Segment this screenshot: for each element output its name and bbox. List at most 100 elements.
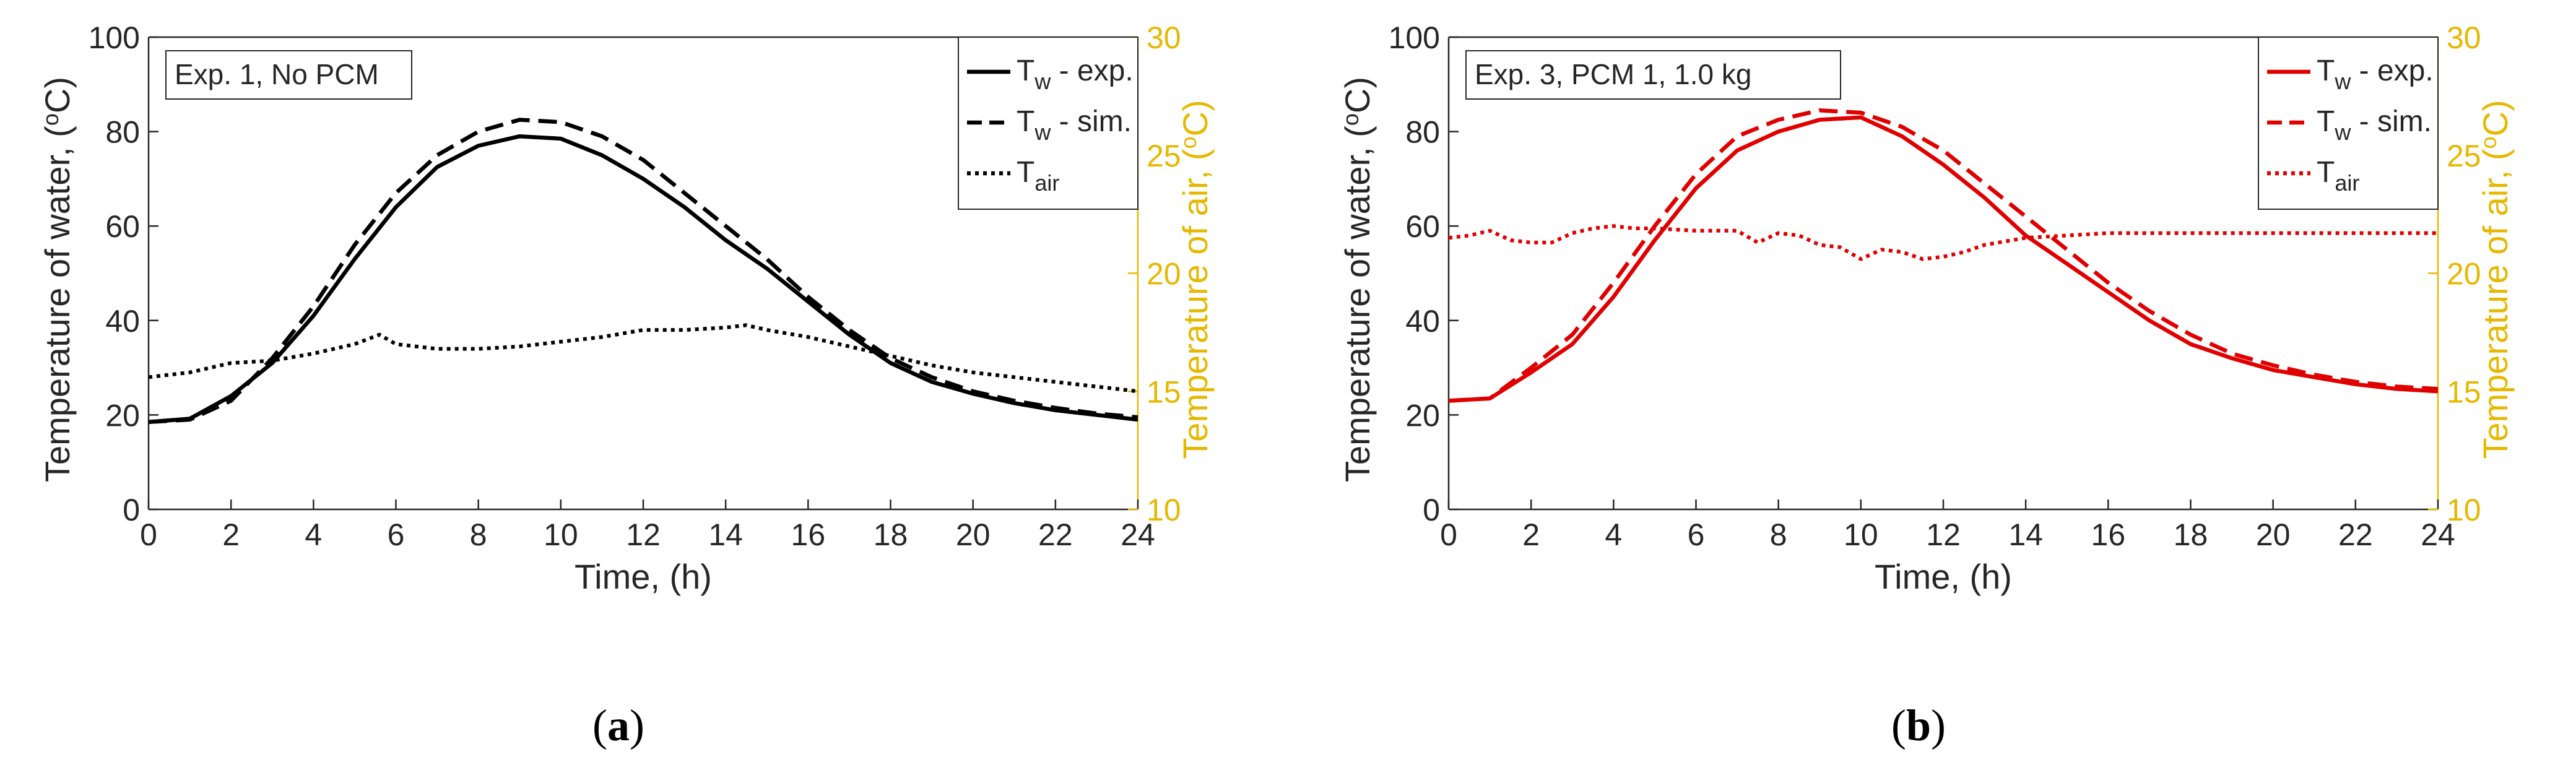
x-tick-label: 24 xyxy=(2421,517,2455,552)
x-tick-label: 0 xyxy=(1440,517,1457,552)
series-group xyxy=(1449,108,2438,403)
annotation-box xyxy=(1465,50,1841,100)
x-tick-label: 2 xyxy=(1522,517,1540,552)
x-tick-label: 10 xyxy=(544,517,578,552)
y-tick-label: 80 xyxy=(1405,115,1440,150)
x-tick-label: 24 xyxy=(1121,517,1155,552)
annotation-text: Exp. 3, PCM 1, 1.0 kg xyxy=(1475,58,1751,90)
y-axis-label-degree: o xyxy=(38,113,63,126)
x-axis-label: Time, (h) xyxy=(1875,557,2012,596)
legend-entry-subscript: w xyxy=(1034,69,1051,94)
y-tick-label: 20 xyxy=(1405,398,1440,433)
y-tick-label: 60 xyxy=(105,209,140,244)
legend-entry-subscript: air xyxy=(1034,170,1059,196)
y2-tick-label: 25 xyxy=(2447,139,2481,173)
y-axis-label: Temperature of water, (oC) xyxy=(1338,77,1377,482)
series-group xyxy=(149,118,1138,425)
panel-label-letter: b xyxy=(1906,701,1931,750)
legend: Tw - exp.Tw - sim.Tair xyxy=(958,37,1138,210)
x-tick-label: 8 xyxy=(1770,517,1787,552)
x-axis-label: Time, (h) xyxy=(575,557,712,596)
y-tick-label: 0 xyxy=(123,493,140,527)
x-tick-label: 16 xyxy=(791,517,826,552)
chart-panel-a: 0 2 4 6 8 10 12 14 16 18 20 22 240204060801001015202… xyxy=(38,20,1215,750)
series-line-dashed xyxy=(1449,108,2438,403)
y2-axis-label-unit: C) xyxy=(1176,100,1215,136)
chart-panel-b: 0 2 4 6 8 10 12 14 16 18 20 22 240204060801001015202… xyxy=(1338,20,2515,750)
series-line-dashed xyxy=(149,118,1138,425)
legend-entry-subscript: w xyxy=(2334,69,2351,94)
x-tick-label: 6 xyxy=(388,517,405,552)
series-line-dotted xyxy=(149,323,1138,394)
legend-entry-symbol: T xyxy=(2317,54,2335,87)
legend-entry-subscript: air xyxy=(2335,170,2359,196)
legend-entry: Tair xyxy=(2317,156,2359,196)
y-tick-label: 40 xyxy=(1405,304,1440,339)
panel-label-close: ) xyxy=(1931,701,1946,750)
y-tick-label: 40 xyxy=(105,304,140,339)
legend-entry-text: - exp. xyxy=(1051,54,1133,87)
annotation-box xyxy=(165,50,412,100)
legend: Tw - exp.Tw - sim.Tair xyxy=(2258,37,2439,210)
y2-axis-label-text: Temperature of air, ( xyxy=(1176,149,1215,459)
legend-entry-text: - sim. xyxy=(1051,105,1132,138)
y2-axis-label: Temperature of air, (oC) xyxy=(1176,100,1215,459)
legend-entry-symbol: T xyxy=(1017,105,1034,138)
x-tick-label: 6 xyxy=(1688,517,1705,552)
legend-entry: Tw - sim. xyxy=(1017,105,1132,145)
x-tick-label: 0 xyxy=(140,517,157,552)
legend-entry-text: - exp. xyxy=(2351,54,2433,87)
y-axis-label: Temperature of water, (oC) xyxy=(38,77,77,482)
y2-axis-label-degree: o xyxy=(1176,136,1201,149)
panel-label: (a) xyxy=(592,701,644,750)
x-tick-label: 20 xyxy=(956,517,991,552)
panel-label-open: ( xyxy=(1891,701,1906,750)
series-line-solid xyxy=(1449,115,2438,403)
y2-axis-label-text: Temperature of air, ( xyxy=(2476,149,2515,459)
y2-tick-label: 20 xyxy=(2447,257,2481,292)
y-tick-label: 0 xyxy=(1423,493,1440,527)
legend-entry: Tair xyxy=(1017,156,1059,196)
x-tick-label: 22 xyxy=(1038,517,1073,552)
y-axis-label-degree: o xyxy=(1338,113,1363,126)
y-tick-label: 80 xyxy=(105,115,140,150)
y-axis-label-text: Temperature of water, ( xyxy=(1338,126,1377,482)
legend-entry-symbol: T xyxy=(1017,54,1034,87)
y2-axis-label-degree: o xyxy=(2476,136,2501,149)
series-line-solid xyxy=(149,134,1138,425)
x-tick-label: 18 xyxy=(874,517,908,552)
x-tick-label: 12 xyxy=(1926,517,1961,552)
y-axis-label-unit: C) xyxy=(38,77,77,113)
legend-box xyxy=(958,37,1138,210)
legend-entry-subscript: w xyxy=(1034,119,1051,145)
legend-box xyxy=(2258,37,2439,210)
y-axis-label-unit: C) xyxy=(1338,77,1377,113)
y-tick-label: 100 xyxy=(89,20,140,55)
y2-tick-label: 25 xyxy=(1147,139,1181,173)
x-tick-label: 20 xyxy=(2256,517,2291,552)
y2-tick-label: 30 xyxy=(1147,20,1181,55)
panel-label-open: ( xyxy=(592,701,607,750)
annotation-text: Exp. 1, No PCM xyxy=(175,58,379,90)
y2-tick-label: 20 xyxy=(1147,257,1181,292)
x-tick-label: 4 xyxy=(1605,517,1622,552)
y2-axis-label: Temperature of air, (oC) xyxy=(2476,100,2515,459)
x-tick-label: 8 xyxy=(470,517,487,552)
panel-label-letter: a xyxy=(607,701,630,750)
y-tick-label: 20 xyxy=(105,398,140,433)
legend-entry: Tw - sim. xyxy=(2317,105,2432,145)
y2-tick-label: 10 xyxy=(1147,493,1181,527)
legend-entry-symbol: T xyxy=(2317,156,2335,189)
panel-label-close: ) xyxy=(630,701,644,750)
y2-tick-label: 15 xyxy=(2447,374,2481,409)
x-tick-label: 10 xyxy=(1844,517,1878,552)
panel-label: (b) xyxy=(1891,701,1946,750)
x-tick-label: 18 xyxy=(2174,517,2208,552)
x-tick-label: 16 xyxy=(2091,517,2126,552)
legend-entry-text: - sim. xyxy=(2351,105,2432,138)
legend-entry-subscript: w xyxy=(2334,119,2351,145)
legend-entry-symbol: T xyxy=(2317,105,2335,138)
y-axis-label-text: Temperature of water, ( xyxy=(38,126,77,482)
y2-tick-label: 15 xyxy=(1147,374,1181,409)
